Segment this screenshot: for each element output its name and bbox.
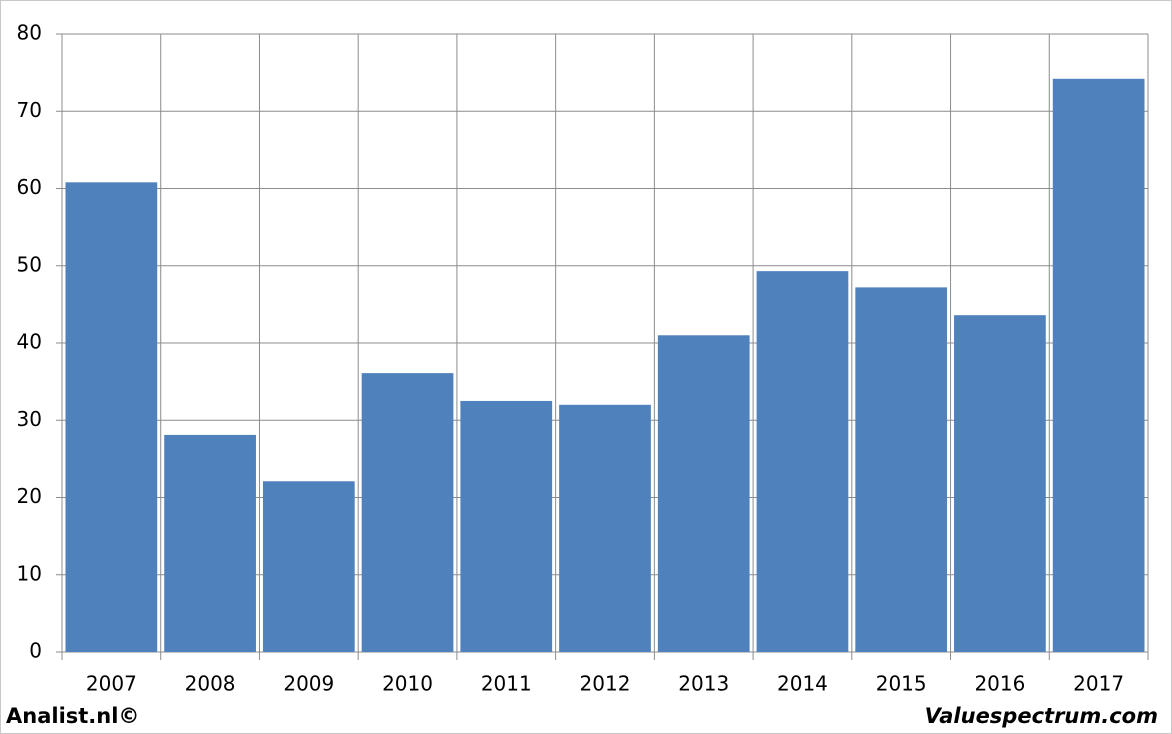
x-tick-label: 2008 xyxy=(185,672,236,696)
bar xyxy=(361,373,454,652)
bar xyxy=(460,400,553,652)
bar xyxy=(164,434,256,652)
x-tick-label: 2011 xyxy=(481,672,532,696)
x-tick-label: 2014 xyxy=(777,672,828,696)
x-tick-label: 2017 xyxy=(1073,672,1124,696)
bar xyxy=(1052,78,1145,653)
y-tick-label: 60 xyxy=(17,175,42,199)
source-right: Valuespectrum.com xyxy=(925,704,1158,728)
y-tick-label: 0 xyxy=(29,639,42,663)
y-tick-label: 10 xyxy=(17,561,42,585)
x-tick-label: 2007 xyxy=(86,672,137,696)
y-tick-label: 30 xyxy=(17,407,42,431)
bar xyxy=(657,335,750,652)
bar xyxy=(756,271,849,652)
bar xyxy=(262,481,355,652)
x-tick-label: 2015 xyxy=(876,672,927,696)
x-tick-label: 2016 xyxy=(974,672,1025,696)
y-tick-label: 50 xyxy=(17,252,42,276)
y-tick-label: 80 xyxy=(17,21,42,45)
bar xyxy=(559,404,651,652)
source-left: Analist.nl© xyxy=(6,704,139,728)
bar xyxy=(954,315,1046,652)
bar xyxy=(65,182,158,652)
x-tick-label: 2009 xyxy=(283,672,334,696)
bar xyxy=(855,287,948,652)
x-tick-label: 2010 xyxy=(382,672,433,696)
y-tick-label: 20 xyxy=(17,484,42,508)
x-tick-label: 2012 xyxy=(580,672,631,696)
y-tick-label: 40 xyxy=(17,330,42,354)
x-tick-label: 2013 xyxy=(678,672,729,696)
y-tick-label: 70 xyxy=(17,98,42,122)
